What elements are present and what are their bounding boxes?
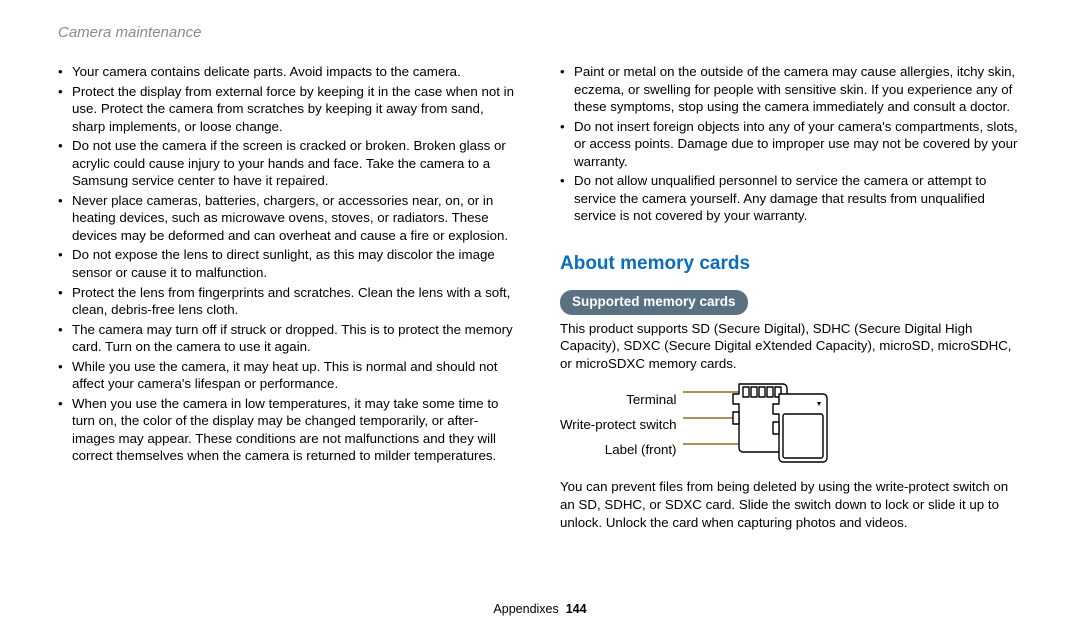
list-item: Protect the display from external force … xyxy=(58,83,520,136)
right-bullet-list: Paint or metal on the outside of the cam… xyxy=(560,63,1022,225)
diagram-labels: Terminal Write-protect switch Label (fro… xyxy=(560,387,677,463)
label-front: Label (front) xyxy=(560,437,677,462)
list-item: Do not use the camera if the screen is c… xyxy=(58,137,520,190)
right-column: Paint or metal on the outside of the cam… xyxy=(560,63,1022,594)
list-item: Never place cameras, batteries, chargers… xyxy=(58,192,520,245)
page-footer: Appendixes 144 xyxy=(58,594,1022,616)
list-item: Paint or metal on the outside of the cam… xyxy=(560,63,1022,116)
left-bullet-list: Your camera contains delicate parts. Avo… xyxy=(58,63,520,465)
content-columns: Your camera contains delicate parts. Avo… xyxy=(58,63,1022,594)
breadcrumb: Camera maintenance xyxy=(58,24,1022,41)
write-protect-text: You can prevent files from being deleted… xyxy=(560,478,1022,531)
section-heading-about-memory-cards: About memory cards xyxy=(560,251,1022,276)
list-item: Protect the lens from fingerprints and s… xyxy=(58,284,520,319)
list-item: The camera may turn off if struck or dro… xyxy=(58,321,520,356)
list-item: Your camera contains delicate parts. Avo… xyxy=(58,63,520,81)
sd-card-svg xyxy=(683,378,853,470)
sd-card-diagram: Terminal Write-protect switch Label (fro… xyxy=(560,378,1022,470)
label-terminal: Terminal xyxy=(560,387,677,412)
list-item: Do not allow unqualified personnel to se… xyxy=(560,172,1022,225)
list-item: Do not insert foreign objects into any o… xyxy=(560,118,1022,171)
label-write-protect: Write-protect switch xyxy=(560,412,677,437)
list-item: Do not expose the lens to direct sunligh… xyxy=(58,246,520,281)
footer-section: Appendixes xyxy=(493,602,558,616)
list-item: While you use the camera, it may heat up… xyxy=(58,358,520,393)
list-item: When you use the camera in low temperatu… xyxy=(58,395,520,465)
supported-memory-cards-pill: Supported memory cards xyxy=(560,290,748,315)
left-column: Your camera contains delicate parts. Avo… xyxy=(58,63,520,594)
footer-page-number: 144 xyxy=(566,602,587,616)
supported-text: This product supports SD (Secure Digital… xyxy=(560,320,1022,373)
